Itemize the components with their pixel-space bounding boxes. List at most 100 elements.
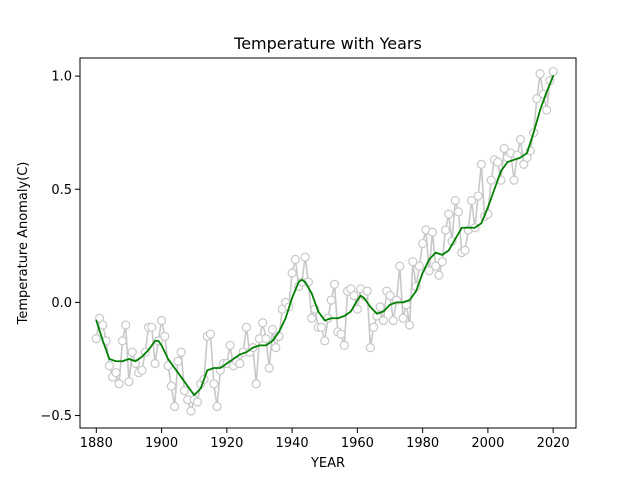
annual-anomaly-point [404, 320, 415, 330]
smoothed-anomaly-line [95, 75, 555, 397]
chart-title: Temperature with Years [233, 34, 422, 53]
annual-anomaly-point [440, 225, 451, 235]
annual-anomaly-point [395, 261, 405, 271]
y-tick-label: 0.0 [51, 296, 72, 311]
annual-anomaly-point [460, 245, 470, 255]
annual-anomaly-point [127, 347, 137, 357]
x-tick-label: 1940 [276, 436, 309, 451]
annual-anomaly-point [398, 313, 408, 323]
annual-anomaly-point [336, 329, 346, 339]
annual-anomaly-point [290, 254, 300, 265]
annual-anomaly-point [235, 358, 245, 369]
series-layer [91, 66, 558, 416]
plot-frame [79, 57, 577, 429]
annual-anomaly-point [300, 252, 310, 262]
annual-anomaly-point [408, 257, 418, 267]
annual-anomaly-point [91, 334, 101, 344]
annual-anomaly-point [509, 175, 519, 185]
annual-anomaly-point [98, 320, 108, 330]
annual-anomaly-point [173, 356, 183, 366]
annual-anomaly-point [271, 343, 281, 353]
annual-anomaly-point [515, 134, 526, 145]
annual-anomaly-point [267, 324, 278, 335]
annual-anomaly-point [473, 191, 483, 201]
annual-anomaly-point [349, 291, 359, 301]
x-tick-label: 1960 [341, 436, 374, 451]
annual-anomaly-point [326, 295, 336, 305]
annual-anomaly-point [466, 195, 477, 206]
annual-anomaly-point [453, 207, 464, 217]
annual-anomaly-point [450, 195, 460, 206]
annual-anomaly-point [542, 105, 552, 115]
annual-anomaly-point [124, 377, 134, 387]
annual-anomaly-point [362, 286, 372, 296]
annual-anomaly-point [212, 401, 222, 412]
annual-anomaly-point [307, 313, 317, 323]
annual-anomaly-point [137, 365, 147, 375]
annual-anomaly-point [532, 94, 542, 104]
annual-anomaly-point [121, 320, 131, 330]
x-tick-label: 1920 [210, 436, 243, 451]
annual-anomaly-point [486, 175, 496, 185]
annual-anomaly-point [225, 340, 235, 350]
x-tick-label: 2020 [537, 436, 570, 451]
x-tick-label: 2000 [471, 436, 504, 451]
annual-anomaly-point [414, 261, 424, 271]
annual-anomaly-point [150, 358, 160, 369]
y-tick-label: −0.5 [40, 409, 72, 424]
annual-anomaly-point [176, 347, 186, 357]
annual-anomaly-point [548, 66, 558, 77]
y-tick-label: 1.0 [51, 70, 72, 85]
annual-anomaly-point [258, 318, 268, 328]
y-axis-label: Temperature Anomaly(C) [16, 162, 31, 326]
annual-anomaly-point [329, 279, 340, 289]
annual-anomaly-point [493, 157, 503, 167]
annual-anomaly-point [316, 322, 327, 332]
annual-anomaly-point [352, 304, 362, 314]
axes-layer: 1880 1900 1920 1940 1960 1980 2000 2020 −0.5 0.0 0… [40, 57, 577, 451]
annual-anomaly-point [375, 302, 385, 312]
x-tick-label: 1900 [145, 436, 178, 451]
annual-anomaly-point [535, 69, 545, 79]
annual-anomaly-point [434, 270, 444, 280]
annual-anomaly-point [437, 257, 447, 267]
annual-anomaly-point [499, 143, 509, 154]
annual-anomaly-point [147, 322, 157, 332]
annual-anomaly-point [104, 361, 114, 371]
annual-anomaly-point [261, 334, 271, 344]
annual-anomaly-point [424, 266, 434, 276]
annual-anomaly-point [287, 268, 297, 278]
x-tick-label: 1980 [406, 436, 439, 451]
annual-anomaly-point [385, 291, 395, 301]
annual-anomaly-point [192, 397, 203, 407]
annual-anomaly-point [372, 311, 382, 321]
annual-anomaly-point [431, 261, 441, 271]
y-tick-label: 0.5 [51, 183, 72, 198]
annual-anomaly-point [444, 209, 454, 219]
annual-anomaly-point [156, 315, 167, 326]
annual-anomaly-point [427, 227, 438, 237]
x-axis-label: YEAR [310, 456, 345, 471]
annual-anomaly-point [114, 379, 124, 389]
annual-anomaly-point [205, 329, 216, 339]
annual-anomaly-point [365, 343, 376, 353]
annual-anomaly-point [264, 363, 274, 373]
annual-anomaly-point [170, 401, 180, 412]
annual-anomaly-point [369, 322, 379, 332]
annual-anomaly-point [339, 340, 349, 350]
annual-anomaly-point [186, 406, 196, 416]
annual-anomaly-point [388, 315, 398, 326]
annual-anomaly-point [117, 336, 128, 346]
annual-anomaly-point [320, 336, 330, 346]
annual-anomaly-point [378, 315, 389, 326]
annual-anomaly-point [111, 367, 121, 378]
annual-anomaly-point [166, 381, 176, 391]
x-tick-label: 1880 [80, 436, 113, 451]
annual-anomaly-point [251, 379, 261, 389]
annual-anomaly-point [476, 159, 486, 169]
annual-anomaly-point [241, 322, 252, 332]
annual-anomaly-point [418, 238, 428, 249]
annual-anomaly-point [130, 358, 141, 369]
